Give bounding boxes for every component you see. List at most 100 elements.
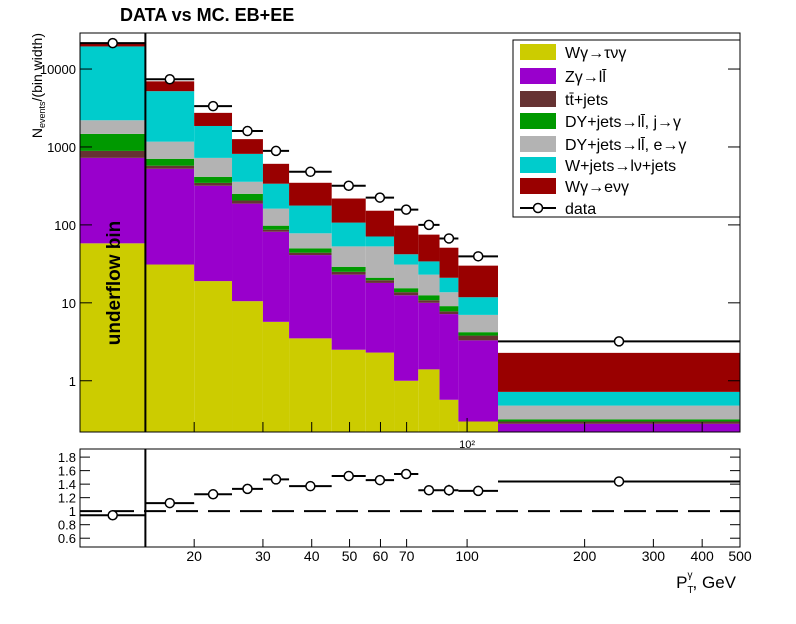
x-tick-label: 300 bbox=[642, 548, 666, 564]
data-point bbox=[305, 166, 316, 178]
stack-bar bbox=[194, 185, 233, 282]
stack-bar bbox=[418, 274, 440, 296]
stack-bar bbox=[232, 203, 263, 302]
stack-bar bbox=[331, 349, 366, 432]
stack-bar bbox=[232, 181, 263, 194]
stack-bar bbox=[289, 205, 332, 234]
stack-bar bbox=[145, 168, 195, 265]
y-axis-title: Nevents/(bin width) bbox=[29, 33, 47, 138]
stack-bar bbox=[498, 405, 740, 420]
legend-swatch bbox=[520, 136, 556, 152]
stack-bar bbox=[458, 335, 499, 341]
data-point bbox=[400, 204, 412, 215]
legend-swatch bbox=[520, 157, 556, 173]
y-tick-label: 1.6 bbox=[58, 464, 76, 479]
ratio-point bbox=[343, 470, 354, 482]
stack-bar bbox=[458, 265, 499, 298]
stack-bar bbox=[80, 157, 146, 244]
stack-bar bbox=[232, 139, 263, 154]
legend-swatch bbox=[520, 91, 556, 107]
ratio-point bbox=[613, 476, 625, 487]
ratio-point bbox=[164, 497, 176, 509]
stack-bar bbox=[194, 112, 233, 126]
data-point bbox=[472, 251, 484, 262]
legend-label: W+jets→lν+jets bbox=[565, 158, 676, 175]
stack-bar bbox=[394, 292, 419, 296]
stack-bar bbox=[232, 193, 263, 201]
stack-bar bbox=[498, 423, 740, 432]
stack-bar bbox=[194, 281, 233, 432]
y-tick-label: 10000 bbox=[40, 62, 76, 77]
ratio-point bbox=[423, 484, 435, 496]
stack-bar bbox=[394, 254, 419, 265]
x-tick-label: 10² bbox=[459, 439, 475, 451]
stack-bar bbox=[394, 225, 419, 255]
stack-bar bbox=[365, 236, 395, 247]
ratio-area bbox=[80, 468, 740, 521]
stack-bar bbox=[194, 176, 233, 183]
stack-bar bbox=[262, 163, 290, 184]
x-title-main: P bbox=[676, 573, 687, 592]
stack-bar bbox=[418, 369, 440, 432]
legend: Wγ→τνγ Zγ→ll̄ tt̄+jets DY+jets→ll̄, j→γ DY+j… bbox=[512, 39, 741, 218]
stack-bar bbox=[262, 231, 290, 322]
stack-bar bbox=[439, 399, 459, 432]
stack-bar bbox=[418, 295, 440, 301]
stack-bar bbox=[289, 182, 332, 206]
y-tick-label: 1.4 bbox=[58, 477, 76, 492]
stack-bar bbox=[365, 246, 395, 278]
legend-swatch bbox=[520, 68, 556, 84]
stack-bar bbox=[194, 182, 233, 186]
stack-bar bbox=[80, 150, 146, 158]
stack-bar bbox=[458, 332, 499, 336]
stack-area bbox=[80, 37, 740, 432]
y-tick-label: 1.2 bbox=[58, 491, 76, 506]
stack-bar bbox=[365, 282, 395, 353]
legend-label: tt̄+jets bbox=[565, 92, 608, 109]
stack-bar bbox=[331, 266, 366, 272]
x-title-rest: , GeV bbox=[693, 573, 737, 592]
stack-bar bbox=[80, 46, 146, 121]
stack-bar bbox=[145, 158, 195, 166]
stack-bar bbox=[331, 198, 366, 223]
stack-bar bbox=[289, 233, 332, 249]
legend-swatch bbox=[520, 44, 556, 60]
ratio-point bbox=[242, 483, 253, 495]
stack-bar bbox=[439, 311, 459, 315]
y-tick-label: 1 bbox=[69, 504, 76, 519]
stack-bar bbox=[439, 247, 459, 278]
x-tick-label: 40 bbox=[304, 548, 320, 564]
y-tick-label: 100 bbox=[54, 218, 76, 233]
data-point bbox=[374, 192, 386, 203]
stack-bar bbox=[439, 292, 459, 307]
stack-bar bbox=[289, 252, 332, 256]
y-tick-label: 10 bbox=[62, 296, 76, 311]
data-point bbox=[164, 73, 176, 85]
y-title-sub: events bbox=[37, 101, 47, 128]
legend-label: Wγ→τνγ bbox=[565, 45, 626, 62]
stack-bar bbox=[458, 421, 499, 432]
y-tick-label: 1000 bbox=[47, 140, 76, 155]
stack-bar bbox=[394, 264, 419, 289]
x-axis-title: PTγ, GeV bbox=[676, 570, 737, 596]
legend-swatch bbox=[520, 178, 556, 194]
legend-swatch bbox=[520, 113, 556, 129]
stack-bar bbox=[418, 302, 440, 370]
stack-bar bbox=[145, 165, 195, 169]
stack-bar bbox=[232, 301, 263, 432]
y-title-rest: /(bin width) bbox=[29, 33, 45, 101]
stack-bar bbox=[365, 210, 395, 237]
data-point bbox=[343, 180, 354, 191]
data-point bbox=[107, 37, 118, 49]
underflow-label: underflow bin bbox=[104, 221, 125, 346]
stack-bar bbox=[145, 81, 195, 92]
stack-bar bbox=[194, 157, 233, 177]
stack-bar bbox=[145, 141, 195, 159]
x-tick-label: 20 bbox=[186, 548, 202, 564]
stack-bar bbox=[498, 421, 740, 424]
ratio-point bbox=[305, 480, 316, 492]
x-tick-label: 400 bbox=[690, 548, 714, 564]
ratio-point bbox=[107, 509, 118, 521]
